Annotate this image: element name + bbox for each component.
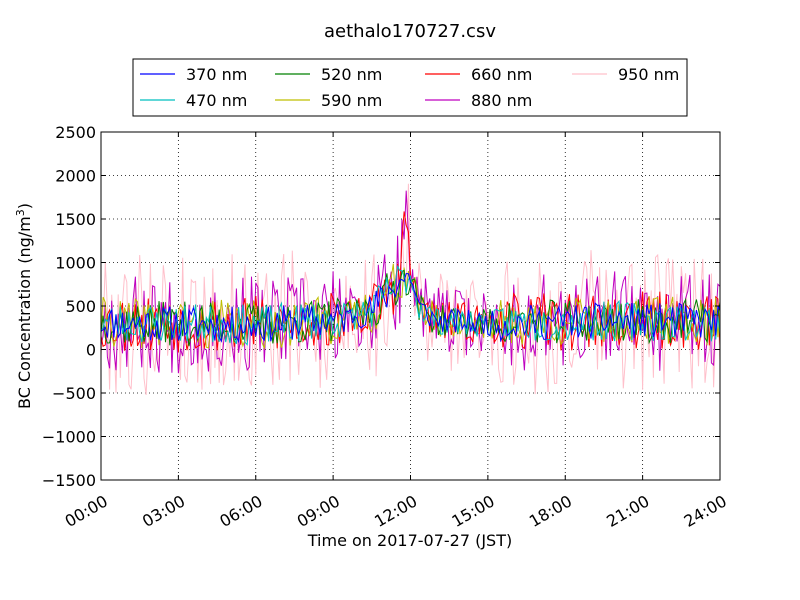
x-tick-label: 12:00 (371, 491, 420, 531)
legend: 370 nm 470 nm 520 nm 590 nm 660 nm 880 nm 950 … (132, 58, 688, 117)
series-line-520-nm (100, 269, 721, 347)
y-tick-label: −500 (52, 384, 96, 403)
x-tick-label: 00:00 (62, 491, 111, 531)
plot-area: 00:00 03:00 06:00 09:00 12:00 15:00 18:00 21:00… (42, 123, 730, 531)
y-tick-label: 0 (86, 341, 96, 360)
x-tick-label: 15:00 (448, 491, 497, 531)
legend-label: 950 nm (618, 65, 679, 84)
legend-label: 880 nm (471, 91, 532, 110)
legend-item: 950 nm (572, 65, 679, 84)
y-tick-label: 1000 (55, 254, 96, 273)
legend-label: 660 nm (471, 65, 532, 84)
y-tick-label: 500 (65, 297, 96, 316)
legend-item: 520 nm (275, 65, 382, 84)
legend-label: 520 nm (321, 65, 382, 84)
legend-item: 470 nm (140, 91, 247, 110)
x-tick-label: 06:00 (216, 491, 265, 531)
y-tick-label: 1500 (55, 210, 96, 229)
legend-label: 370 nm (186, 65, 247, 84)
legend-item: 370 nm (140, 65, 247, 84)
series-line-470-nm (100, 264, 721, 346)
chart-title: aethalo170727.csv (324, 21, 496, 42)
legend-frame (132, 58, 688, 117)
y-axis-label: BC Concentration (ng/m3) (14, 203, 34, 409)
series-lines (100, 183, 721, 396)
x-tick-label: 24:00 (681, 491, 730, 531)
legend-label: 590 nm (321, 91, 382, 110)
x-tick-label: 18:00 (526, 491, 575, 531)
y-tick-label: −1000 (42, 428, 96, 447)
x-tick-label: 09:00 (294, 491, 343, 531)
x-tick-label: 03:00 (139, 491, 188, 531)
y-tick-label: −1500 (42, 471, 96, 490)
legend-item: 660 nm (425, 65, 532, 84)
legend-label: 470 nm (186, 91, 247, 110)
series-line-590-nm (100, 263, 721, 351)
x-axis-label: Time on 2017-07-27 (JST) (307, 531, 512, 550)
series-line-880-nm (100, 190, 721, 374)
y-tick-label: 2500 (55, 123, 96, 142)
legend-item: 880 nm (425, 91, 532, 110)
x-tick-label: 21:00 (603, 491, 652, 531)
legend-item: 590 nm (275, 91, 382, 110)
y-tick-label: 2000 (55, 167, 96, 186)
series-line-370-nm (100, 272, 721, 344)
